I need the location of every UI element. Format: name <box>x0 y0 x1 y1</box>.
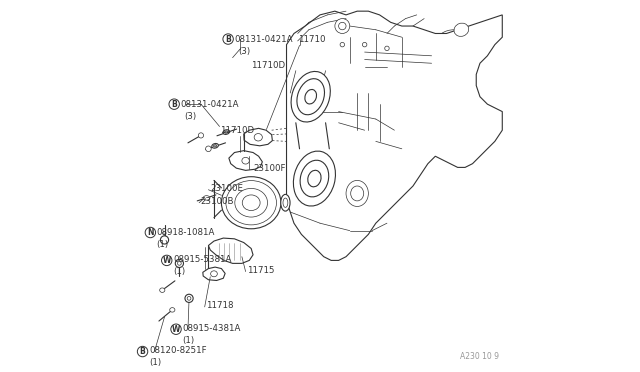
Text: 08915-4381A: 08915-4381A <box>182 324 241 333</box>
Ellipse shape <box>340 42 344 47</box>
Text: (1): (1) <box>182 336 195 345</box>
Ellipse shape <box>385 46 389 51</box>
Ellipse shape <box>212 144 218 148</box>
Text: 08131-0421A: 08131-0421A <box>234 35 293 44</box>
Text: A230 10 9: A230 10 9 <box>460 352 499 361</box>
Ellipse shape <box>203 196 210 200</box>
Polygon shape <box>287 11 502 260</box>
Ellipse shape <box>159 288 165 292</box>
Ellipse shape <box>454 23 468 36</box>
Text: 11718: 11718 <box>206 301 234 310</box>
Ellipse shape <box>185 294 193 302</box>
Circle shape <box>171 324 181 334</box>
Ellipse shape <box>335 19 350 33</box>
Text: (1): (1) <box>156 240 168 249</box>
Text: (3): (3) <box>184 112 196 121</box>
Ellipse shape <box>175 259 184 267</box>
Ellipse shape <box>214 145 217 147</box>
Ellipse shape <box>243 195 260 211</box>
Text: 11710: 11710 <box>298 35 325 44</box>
Text: (1): (1) <box>149 358 161 367</box>
Ellipse shape <box>187 296 191 300</box>
Ellipse shape <box>177 262 181 265</box>
Ellipse shape <box>291 71 330 122</box>
Text: 23100B: 23100B <box>200 197 234 206</box>
Ellipse shape <box>254 134 262 141</box>
Ellipse shape <box>297 79 324 115</box>
Ellipse shape <box>293 151 335 206</box>
Ellipse shape <box>300 160 329 197</box>
Ellipse shape <box>221 177 281 229</box>
Ellipse shape <box>170 308 175 312</box>
Ellipse shape <box>235 188 268 217</box>
Polygon shape <box>229 151 262 170</box>
Ellipse shape <box>308 170 321 187</box>
Circle shape <box>169 99 179 109</box>
Ellipse shape <box>362 42 367 47</box>
Ellipse shape <box>283 198 288 207</box>
Text: 08120-8251F: 08120-8251F <box>149 346 207 355</box>
Text: 08918-1081A: 08918-1081A <box>156 228 214 237</box>
Text: (1): (1) <box>173 267 185 276</box>
Text: (3): (3) <box>238 47 250 56</box>
Polygon shape <box>244 128 273 146</box>
Text: B: B <box>172 100 177 109</box>
Text: 11715: 11715 <box>248 266 275 275</box>
Ellipse shape <box>226 180 276 225</box>
Ellipse shape <box>161 236 168 244</box>
Text: B: B <box>140 347 145 356</box>
Ellipse shape <box>198 133 204 138</box>
Text: W: W <box>172 325 180 334</box>
Ellipse shape <box>225 131 228 133</box>
Circle shape <box>223 34 234 44</box>
Polygon shape <box>203 267 225 280</box>
Ellipse shape <box>242 157 250 164</box>
Ellipse shape <box>305 90 317 104</box>
Text: 23100E: 23100E <box>211 184 243 193</box>
Text: N: N <box>147 228 154 237</box>
Text: 08915-5381A: 08915-5381A <box>173 255 232 264</box>
Text: 08131-0421A: 08131-0421A <box>180 100 239 109</box>
Text: B: B <box>225 35 231 44</box>
Text: 11710D: 11710D <box>251 61 285 70</box>
Ellipse shape <box>223 130 230 134</box>
Text: 23100F: 23100F <box>253 164 285 173</box>
Ellipse shape <box>205 146 211 152</box>
Ellipse shape <box>351 186 364 201</box>
Text: W: W <box>163 256 171 265</box>
Ellipse shape <box>346 180 369 206</box>
Circle shape <box>161 255 172 266</box>
Circle shape <box>145 227 156 238</box>
Text: 11710D: 11710D <box>220 126 253 135</box>
Circle shape <box>138 346 148 357</box>
Polygon shape <box>209 238 253 263</box>
Ellipse shape <box>339 22 346 30</box>
Ellipse shape <box>281 194 290 211</box>
Ellipse shape <box>211 271 218 277</box>
